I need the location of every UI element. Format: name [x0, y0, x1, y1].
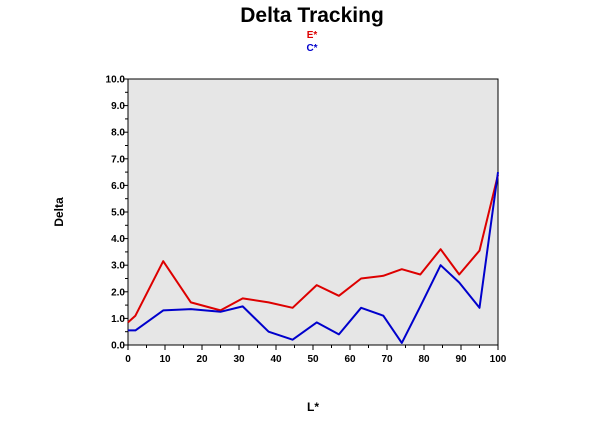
x-tick-label: 30: [233, 354, 245, 365]
y-tick-label: 9.0: [111, 101, 125, 112]
y-tick-label: 6.0: [111, 181, 125, 192]
x-tick-label: 20: [196, 354, 208, 365]
x-tick-label: 40: [270, 354, 282, 365]
legend-entry-c-star: C*: [306, 43, 317, 54]
y-axis: 0.0 1.0 2.0 3.0 4.0 5.0 6.0 7.0 8.0 9.0 10.0: [106, 75, 129, 352]
series-layer: [127, 171, 499, 344]
y-axis-label: Delta: [52, 197, 66, 227]
series-line-e-star: [127, 174, 499, 324]
x-tick-label: 0: [125, 354, 131, 365]
y-tick-label: 8.0: [111, 128, 125, 139]
y-tick-label: 3.0: [111, 261, 125, 272]
y-tick-label: 1.0: [111, 314, 125, 325]
plot-area: [127, 78, 499, 346]
x-tick-label: 90: [455, 354, 467, 365]
x-tick-label: 80: [418, 354, 430, 365]
x-tick-label: 100: [490, 354, 507, 365]
x-tick-label: 50: [307, 354, 319, 365]
x-tick-label: 10: [159, 354, 171, 365]
x-tick-label: 60: [344, 354, 356, 365]
legend: E* C*: [306, 30, 317, 54]
x-axis: 0 10 20 30 40 50 60 70 80 90 100: [125, 344, 507, 365]
y-tick-label: 10.0: [106, 75, 126, 86]
x-axis-label: L*: [307, 400, 319, 414]
y-tick-label: 2.0: [111, 287, 125, 298]
y-tick-label: 7.0: [111, 154, 125, 165]
y-tick-label: 0.0: [111, 341, 125, 352]
y-tick-label: 5.0: [111, 208, 125, 219]
x-tick-label: 70: [381, 354, 393, 365]
series-line-c-star: [128, 171, 499, 344]
y-tick-label: 4.0: [111, 234, 125, 245]
legend-entry-e-star: E*: [307, 30, 318, 41]
chart-title: Delta Tracking: [240, 4, 384, 27]
